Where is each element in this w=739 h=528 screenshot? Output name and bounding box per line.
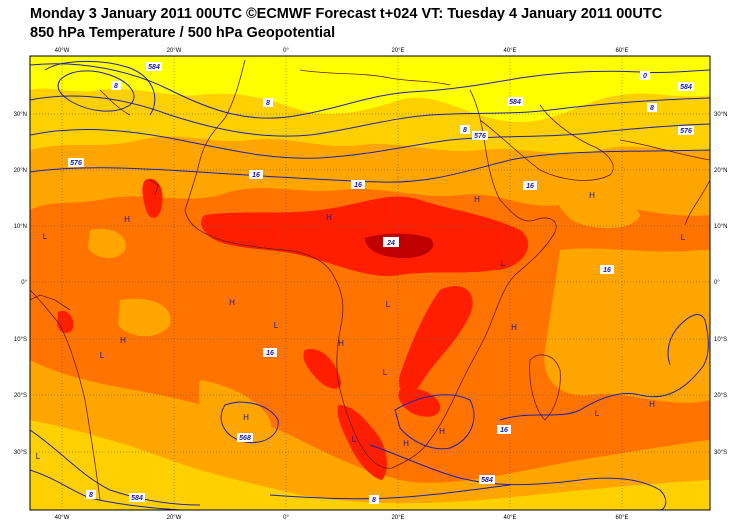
high-pressure-label: H — [649, 400, 655, 409]
high-pressure-label: H — [243, 413, 249, 422]
lat-label: 20°S — [14, 393, 27, 399]
contour-label: 8 — [650, 105, 654, 112]
lat-label: 20°N — [14, 168, 27, 174]
high-pressure-label: H — [229, 298, 235, 307]
lon-label: 20°W — [167, 515, 182, 521]
contour-label: 16 — [526, 183, 534, 190]
temp-band-24-28-angola — [303, 349, 341, 389]
temp-patch-cool-3 — [118, 298, 171, 337]
contour-label: 8 — [114, 83, 118, 90]
low-pressure-label: L — [100, 351, 105, 360]
contour-label: 16 — [500, 427, 508, 434]
lon-labels-bottom: 40°W 20°W 0° 20°E 40°E 60°E — [55, 515, 629, 521]
contour-label: 8 — [266, 100, 270, 107]
lat-label: 30°S — [714, 450, 727, 456]
lat-label: 30°N — [14, 112, 27, 118]
low-pressure-label: L — [36, 452, 41, 461]
contour-label: 8 — [89, 492, 93, 499]
coastlines — [30, 59, 710, 501]
forecast-title: Monday 3 January 2011 00UTC ©ECMWF Forec… — [30, 6, 663, 22]
geopotential-contours — [30, 61, 710, 510]
low-pressure-label: L — [383, 368, 388, 377]
lon-label: 40°W — [55, 515, 70, 521]
contour-label: 568 — [239, 435, 251, 442]
lon-label: 20°W — [167, 48, 182, 54]
high-pressure-label: H — [403, 439, 409, 448]
high-pressure-label: H — [120, 336, 126, 345]
lon-label: 40°E — [503, 48, 516, 54]
high-pressure-label: H — [124, 215, 130, 224]
lon-label: 40°E — [503, 515, 516, 521]
contour-label: 584 — [148, 64, 160, 71]
lon-labels-top: 40°W 20°W 0° 20°E 40°E 60°E — [55, 48, 629, 54]
lat-label: 20°S — [714, 393, 727, 399]
contour-label: 584 — [680, 84, 692, 91]
contour-label: 8 — [372, 497, 376, 504]
low-pressure-label: L — [352, 435, 357, 444]
contour-label: 584 — [481, 477, 493, 484]
temp-band-24-28-namibia — [337, 405, 387, 480]
contour-label: 16 — [266, 350, 274, 357]
lat-label: 10°N — [14, 224, 27, 230]
temp-band-8-16-south — [30, 420, 710, 510]
low-pressure-label: L — [43, 232, 48, 241]
low-pressure-label: L — [681, 233, 686, 242]
temp-patch-cool-1 — [88, 228, 126, 259]
high-pressure-label: H — [474, 195, 480, 204]
lat-labels-left: 30°N 20°N 10°N 0° 10°S 20°S 30°S — [14, 112, 28, 456]
lat-label: 10°S — [14, 337, 27, 343]
lon-label: 40°W — [55, 48, 70, 54]
high-pressure-label: H — [338, 339, 344, 348]
lon-label: 0° — [283, 515, 289, 521]
low-pressure-label: L — [501, 259, 506, 268]
lat-label: 10°N — [714, 224, 727, 230]
lat-label: 10°S — [714, 337, 727, 343]
contour-label: 576 — [70, 160, 82, 167]
contour-label: 0 — [643, 73, 647, 80]
temp-band-24-28-zimbabwe — [398, 388, 441, 417]
contour-labels: 8 584 576 8 8 584 576 0 8 584 576 16 16 … — [68, 62, 694, 504]
contour-label: 576 — [680, 128, 692, 135]
lat-label: 30°S — [14, 450, 27, 456]
contour-label: 584 — [509, 99, 521, 106]
contour-label: 576 — [474, 133, 486, 140]
lon-label: 0° — [283, 48, 289, 54]
temp-band-cool-atlantic-south — [198, 380, 271, 442]
lon-label: 20°E — [391, 515, 404, 521]
low-pressure-label: L — [386, 300, 391, 309]
contour-label: 8 — [463, 127, 467, 134]
lon-label: 20°E — [391, 48, 404, 54]
lat-label: 30°N — [714, 112, 727, 118]
temp-band-24-28-sahel — [201, 196, 529, 276]
temp-band-24-28-east-africa — [399, 286, 473, 394]
temperature-field — [30, 56, 710, 510]
high-pressure-label: H — [589, 191, 595, 200]
contour-label: 584 — [131, 495, 143, 502]
contour-label: 16 — [354, 182, 362, 189]
chart-subtitle: 850 hPa Temperature / 500 hPa Geopotenti… — [30, 25, 336, 41]
lat-label: 0° — [21, 280, 27, 286]
contour-label: 24 — [386, 240, 395, 247]
temp-core-28-plus — [365, 233, 434, 258]
lon-label: 60°E — [615, 515, 628, 521]
low-pressure-label: L — [595, 409, 600, 418]
high-pressure-label: H — [511, 323, 517, 332]
temp-patch-cool-2 — [556, 188, 640, 229]
high-pressure-label: H — [326, 213, 332, 222]
map-frame — [29, 55, 711, 511]
contour-label: 16 — [252, 172, 260, 179]
graticule — [30, 56, 710, 510]
pressure-centers: H L H H L H L H H H L L L H H H H L H L … — [36, 191, 686, 461]
temp-band-16-20-indian — [544, 248, 710, 403]
lat-labels-right: 30°N 20°N 10°N 0° 10°S 20°S 30°S — [714, 112, 727, 456]
lat-label: 20°N — [714, 168, 727, 174]
temp-band-24-28-atlantic — [142, 178, 163, 218]
lon-label: 60°E — [615, 48, 628, 54]
low-pressure-label: L — [274, 321, 279, 330]
contour-label: 16 — [603, 267, 611, 274]
lat-label: 0° — [714, 280, 720, 286]
high-pressure-label: H — [439, 427, 445, 436]
